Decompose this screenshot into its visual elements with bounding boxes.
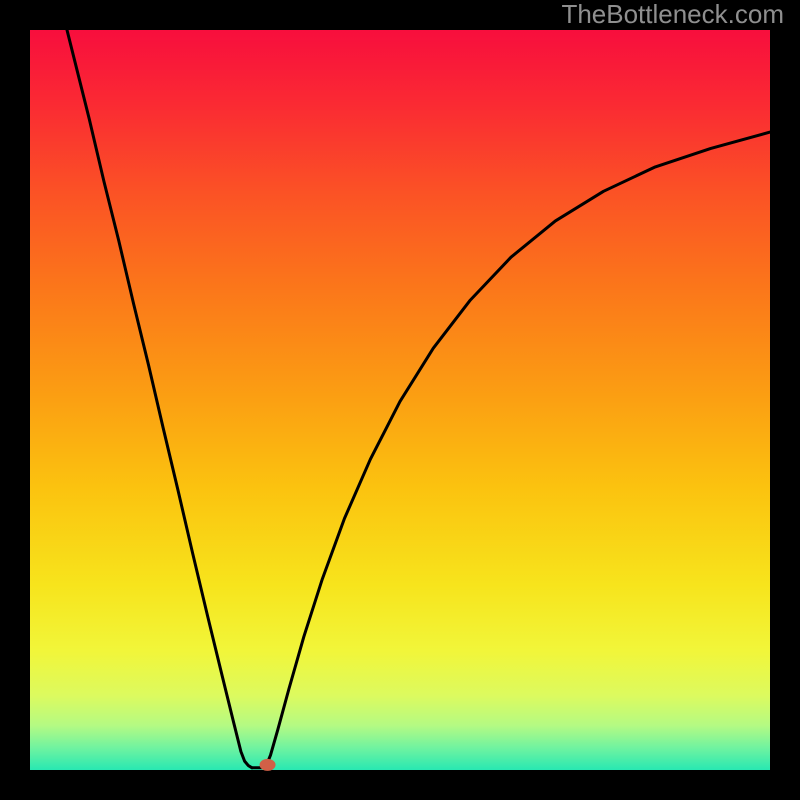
watermark-text: TheBottleneck.com <box>561 0 784 29</box>
optimum-marker-dot <box>260 759 276 771</box>
bottleneck-chart: TheBottleneck.com <box>0 0 800 800</box>
